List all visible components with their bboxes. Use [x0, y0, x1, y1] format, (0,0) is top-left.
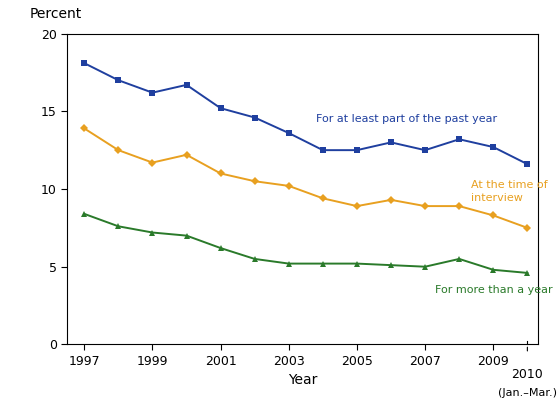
Text: Percent: Percent: [30, 7, 82, 21]
Text: (Jan.–Mar.): (Jan.–Mar.): [498, 388, 557, 398]
Text: For at least part of the past year: For at least part of the past year: [316, 114, 497, 124]
Text: At the time of
interview: At the time of interview: [471, 180, 548, 202]
Text: For more than a year: For more than a year: [435, 285, 553, 295]
Text: 2010: 2010: [511, 368, 543, 381]
X-axis label: Year: Year: [288, 373, 317, 387]
